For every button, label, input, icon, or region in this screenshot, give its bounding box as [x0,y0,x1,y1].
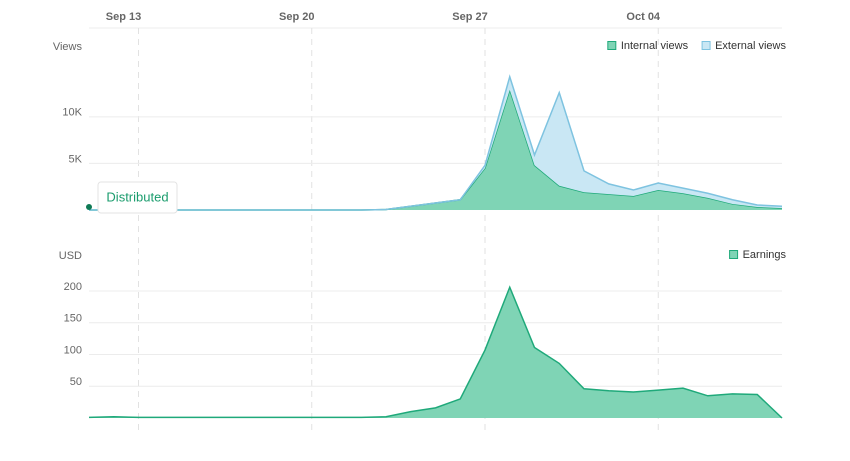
line [88,285,783,419]
y-tick-label: 50 [70,376,82,388]
y-tick-label: 150 [64,313,82,325]
legend-swatch [701,41,711,50]
y-tick-label: 100 [64,344,82,356]
annotation-dot [86,204,92,210]
area [89,76,782,210]
legend-label: External views [715,40,786,52]
annotation-box [97,181,178,214]
y-tick-label: 5K [69,153,83,165]
y-tick-label: 10K [62,107,82,119]
legend-label: Internal views [621,40,689,52]
x-tick-label: Sep 27 [452,11,487,23]
annotation-label: Distributed [106,189,168,204]
line [89,74,783,211]
x-tick-label: Oct 04 [626,11,661,23]
x-tick-label: Sep 20 [279,11,314,23]
legend-swatch [607,41,617,50]
views-axis-label: Views [53,41,83,53]
y-tick-label: 200 [64,281,82,293]
x-tick-label: Sep 13 [106,11,141,23]
area [89,287,782,418]
legend-label: Earnings [743,249,787,261]
legend-swatch [729,250,739,259]
usd-axis-label: USD [59,250,82,262]
